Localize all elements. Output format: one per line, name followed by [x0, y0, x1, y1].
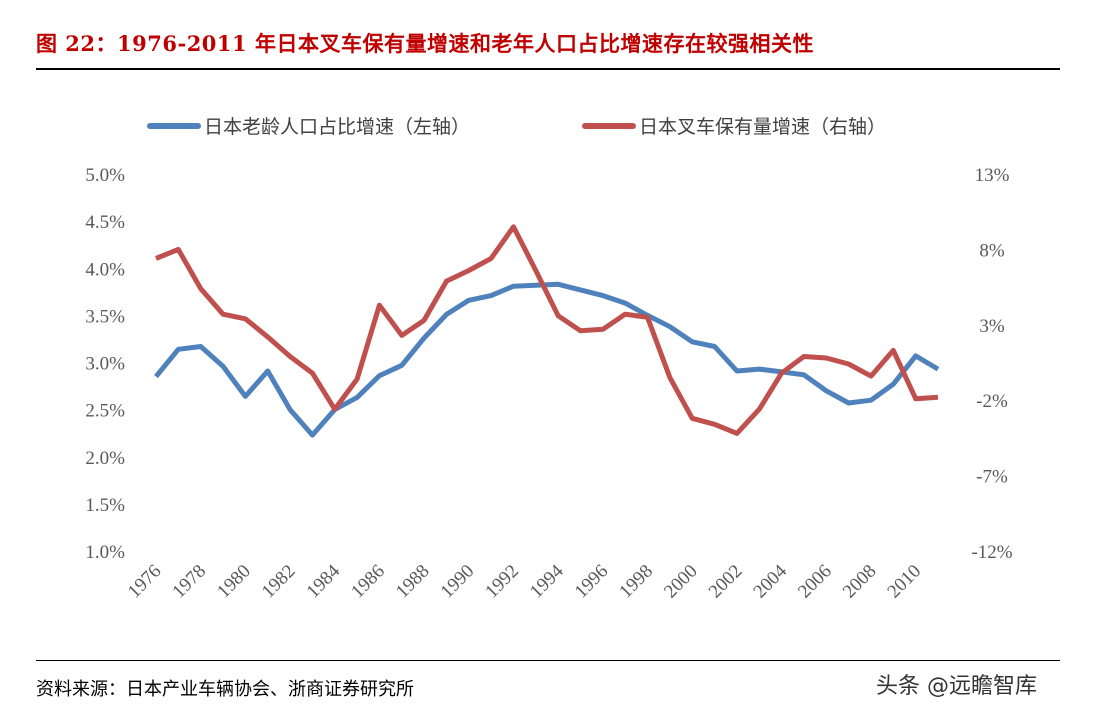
series-lines: [154, 224, 940, 438]
right-axis: 13% 8% 3% -2% -7% -12%: [971, 165, 1012, 563]
right-tick-label: 8%: [979, 240, 1005, 261]
left-tick-label: 1.5%: [85, 495, 125, 516]
x-axis: 1976 1978 1980 1982 1984 1986 1988 1990 1992 1994…: [124, 560, 925, 602]
series-line-2: [155, 224, 939, 436]
figure-title: 图 22：1976-2011 年日本叉车保有量增速和老年人口占比增速存在较强相关…: [36, 31, 814, 56]
left-axis: 5.0% 4.5% 4.0% 3.5% 3.0% 2.5% 2.0% 1.5% 1.0%: [85, 165, 125, 563]
legend: 日本老龄人口占比增速（左轴） 日本叉车保有量增速（右轴）: [147, 116, 886, 138]
watermark: 头条 @远瞻智库: [876, 674, 1037, 699]
right-tick-label: 13%: [975, 165, 1010, 186]
legend-label: 日本老龄人口占比增速（左轴）: [204, 116, 470, 138]
series-line-1: [154, 281, 940, 438]
left-tick-label: 4.5%: [85, 212, 125, 233]
left-tick-label: 1.0%: [85, 542, 125, 563]
left-tick-label: 3.5%: [85, 306, 125, 327]
x-tick-label: 2000: [660, 561, 702, 603]
line-chart: 日本老龄人口占比增速（左轴） 日本叉车保有量增速（右轴） 5.0% 4.5% 4.0%…: [85, 116, 1012, 602]
x-tick-label: 2006: [794, 561, 836, 603]
x-tick-label: 1990: [437, 561, 479, 603]
left-tick-label: 3.0%: [85, 354, 125, 375]
x-tick-label: 1984: [303, 560, 345, 602]
x-tick-label: 2004: [749, 560, 791, 602]
x-tick-label: 1976: [124, 561, 166, 603]
x-tick-label: 1982: [258, 561, 300, 603]
x-tick-label: 1980: [213, 561, 255, 603]
x-tick-label: 1978: [169, 561, 211, 603]
source-divider: [36, 660, 1060, 661]
right-tick-label: -2%: [976, 391, 1008, 412]
right-tick-label: -12%: [971, 542, 1012, 563]
x-tick-label: 1992: [481, 561, 523, 603]
title-divider: [36, 68, 1060, 70]
x-tick-label: 2010: [883, 561, 925, 603]
x-tick-label: 1988: [392, 561, 434, 603]
x-tick-label: 1998: [615, 561, 657, 603]
x-tick-label: 1986: [347, 561, 389, 603]
left-tick-label: 2.0%: [85, 448, 125, 469]
right-tick-label: 3%: [979, 316, 1005, 337]
right-tick-label: -7%: [976, 467, 1008, 488]
source-note: 资料来源：日本产业车辆协会、浙商证券研究所: [36, 679, 414, 700]
legend-label: 日本叉车保有量增速（右轴）: [639, 116, 886, 138]
left-tick-label: 4.0%: [85, 259, 125, 280]
left-tick-label: 2.5%: [85, 401, 125, 422]
x-tick-label: 2008: [839, 561, 881, 603]
x-tick-label: 2002: [705, 561, 747, 603]
left-tick-label: 5.0%: [85, 165, 125, 186]
x-tick-label: 1996: [571, 561, 613, 603]
x-tick-label: 1994: [526, 560, 568, 602]
